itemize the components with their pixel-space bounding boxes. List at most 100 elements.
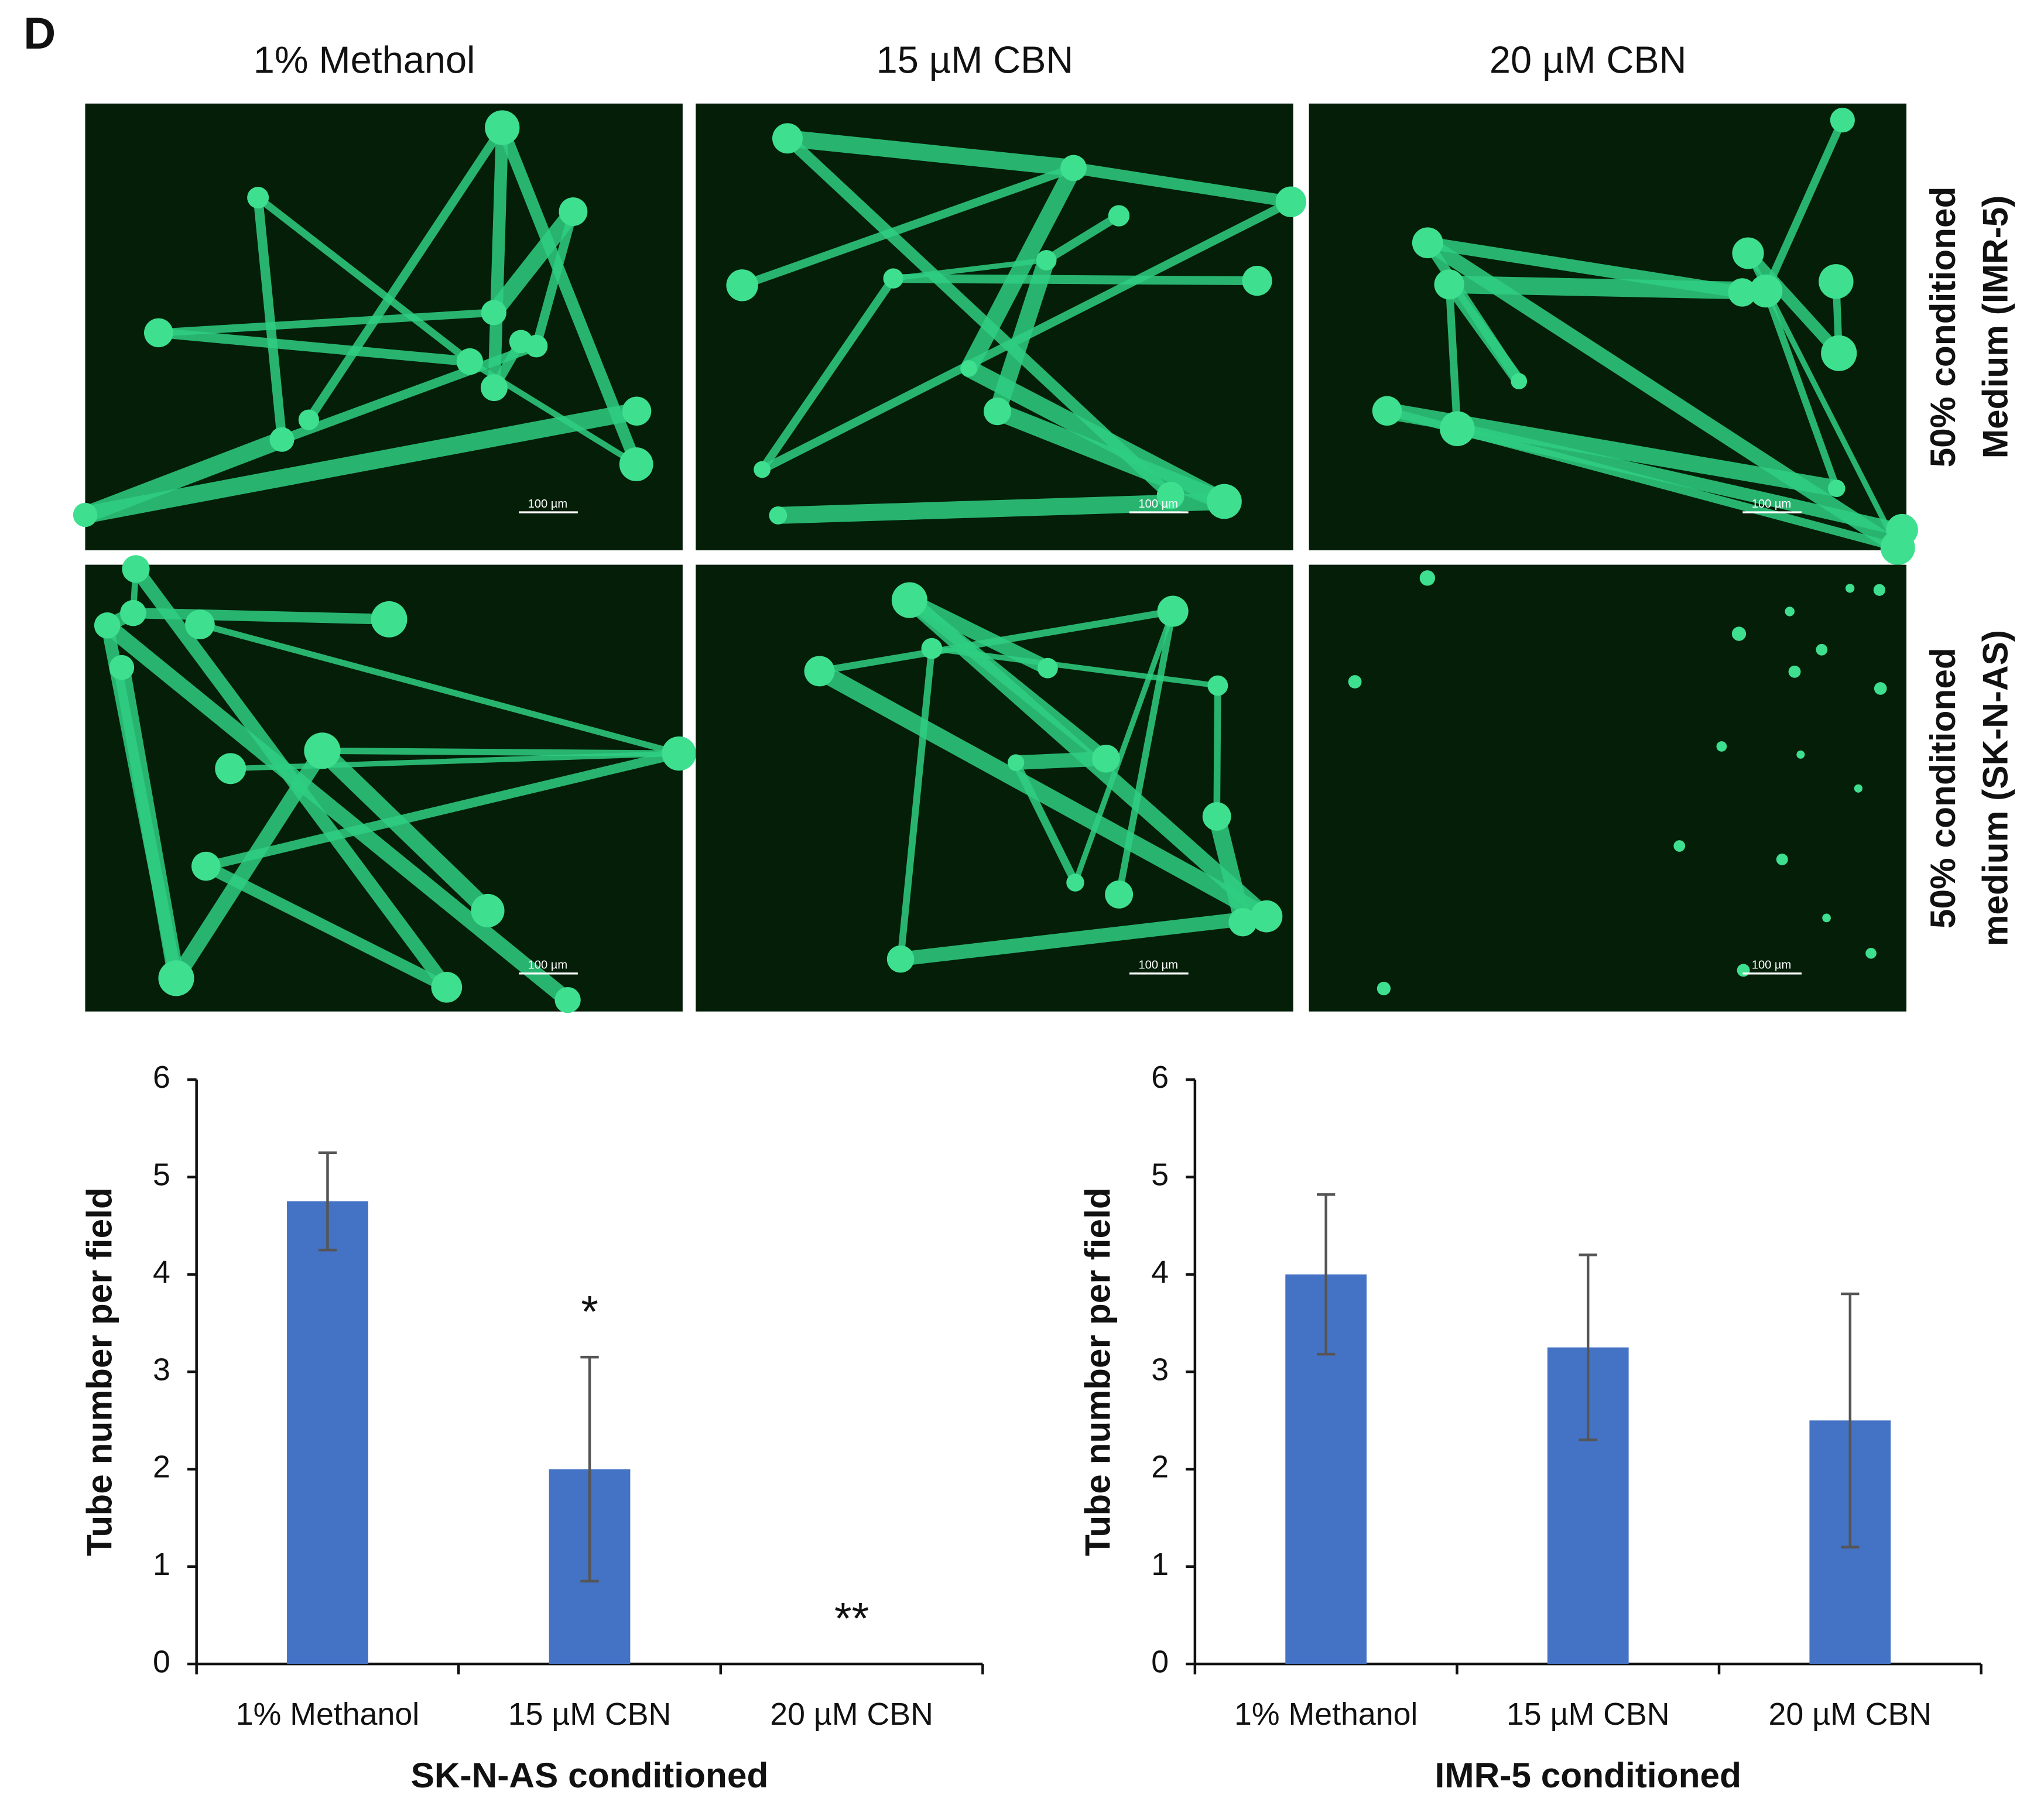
tube	[758, 197, 1295, 474]
cell-cluster	[1066, 873, 1084, 892]
cell-cluster	[1732, 237, 1764, 269]
cell-cluster	[1434, 269, 1464, 300]
cell-cluster	[1731, 626, 1747, 641]
cell-cluster	[1156, 482, 1184, 510]
cell-cluster	[891, 582, 927, 618]
cell-cluster	[886, 945, 915, 973]
error-bar	[1317, 1193, 1336, 1356]
column-title: 20 µM CBN	[1490, 39, 1687, 81]
tube	[1072, 608, 1176, 886]
cell-cluster	[1822, 913, 1831, 923]
cell-cluster	[304, 732, 341, 769]
tube	[319, 747, 683, 757]
micrograph: 100 µm	[696, 564, 1293, 1012]
bar	[287, 1201, 368, 1664]
tube	[779, 129, 1083, 177]
cell-cluster	[371, 601, 408, 638]
row-label: 50% conditioned	[1923, 648, 1963, 929]
scale-bar-label: 100 µm	[528, 959, 568, 972]
x-axis-title: SK-N-AS conditioned	[411, 1755, 769, 1795]
tube	[201, 749, 684, 871]
cell-cluster	[769, 506, 788, 525]
cell-cluster	[1250, 900, 1283, 933]
cell-cluster	[1716, 741, 1727, 752]
tube	[1742, 247, 1845, 359]
cell-cluster	[471, 893, 505, 928]
x-tick-label: 1% Methanol	[236, 1697, 419, 1732]
y-axis-title: Tube number per field	[80, 1187, 119, 1556]
cell-cluster	[525, 334, 548, 358]
cell-cluster	[1873, 584, 1886, 596]
cell-cluster	[984, 398, 1012, 426]
cell-cluster	[215, 753, 246, 785]
cell-cluster	[1007, 754, 1025, 771]
cell-cluster	[1348, 675, 1362, 688]
y-tick-label: 3	[153, 1352, 170, 1387]
error-bar	[1841, 1292, 1860, 1549]
cell-cluster	[1749, 274, 1783, 308]
tube	[532, 207, 578, 351]
cell-cluster	[1854, 784, 1862, 793]
x-tick-label: 15 µM CBN	[508, 1697, 672, 1732]
cell-cluster	[247, 187, 269, 209]
x-tick-label: 1% Methanol	[1234, 1697, 1418, 1732]
cell-cluster	[94, 612, 121, 639]
tube	[253, 193, 287, 444]
cell-cluster	[1821, 335, 1857, 371]
tube	[1421, 237, 1749, 299]
y-tick-label: 6	[1151, 1060, 1169, 1095]
cell-cluster	[1880, 530, 1915, 566]
tube	[101, 619, 183, 985]
cell-cluster	[1092, 744, 1120, 773]
error-bar	[580, 1355, 599, 1582]
tube	[902, 592, 1055, 676]
tube	[1420, 235, 1905, 556]
error-bar	[318, 1151, 337, 1252]
tube	[254, 194, 474, 365]
tube	[99, 617, 576, 1008]
cell-cluster	[485, 110, 520, 145]
tube	[810, 662, 1275, 925]
y-tick-label: 6	[153, 1060, 170, 1095]
cell-cluster	[1108, 205, 1130, 227]
x-tick-label: 20 µM CBN	[1769, 1697, 1932, 1732]
tube	[200, 860, 453, 994]
tube	[1445, 280, 1461, 433]
cell-cluster	[1728, 278, 1757, 307]
y-tick-label: 4	[1151, 1255, 1169, 1290]
cell-cluster	[1377, 981, 1391, 996]
micrograph: 100 µm	[85, 555, 696, 1013]
cell-cluster	[144, 318, 173, 348]
cell-cluster	[1785, 607, 1795, 616]
tube	[738, 163, 1078, 290]
tube	[488, 121, 509, 394]
tube	[903, 593, 1113, 765]
cell-cluster	[1737, 964, 1750, 977]
cell-cluster	[1865, 947, 1877, 959]
tube	[960, 159, 1083, 378]
cell-cluster	[554, 986, 581, 1013]
cell-cluster	[120, 600, 146, 626]
cell-cluster	[1207, 484, 1242, 519]
tube	[893, 909, 1274, 967]
cell-cluster	[1060, 155, 1087, 181]
tube	[1067, 162, 1297, 208]
micrograph: 100 µm	[1309, 103, 1918, 566]
cell-cluster	[662, 736, 696, 771]
scale-bar-label: 100 µm	[528, 498, 568, 511]
y-tick-label: 2	[153, 1450, 170, 1485]
cell-cluster	[1788, 665, 1801, 678]
tube	[1762, 287, 1840, 492]
tube	[758, 274, 898, 474]
cell-cluster	[158, 960, 194, 996]
tube	[128, 608, 395, 625]
cell-cluster	[481, 300, 506, 326]
tube	[988, 402, 1234, 511]
y-tick-label: 5	[1151, 1157, 1169, 1193]
cell-cluster	[456, 348, 484, 375]
cell-cluster	[622, 396, 652, 426]
tube	[155, 309, 498, 337]
cell-cluster	[1830, 108, 1855, 133]
cell-cluster	[1419, 570, 1436, 586]
cell-cluster	[1036, 249, 1057, 270]
